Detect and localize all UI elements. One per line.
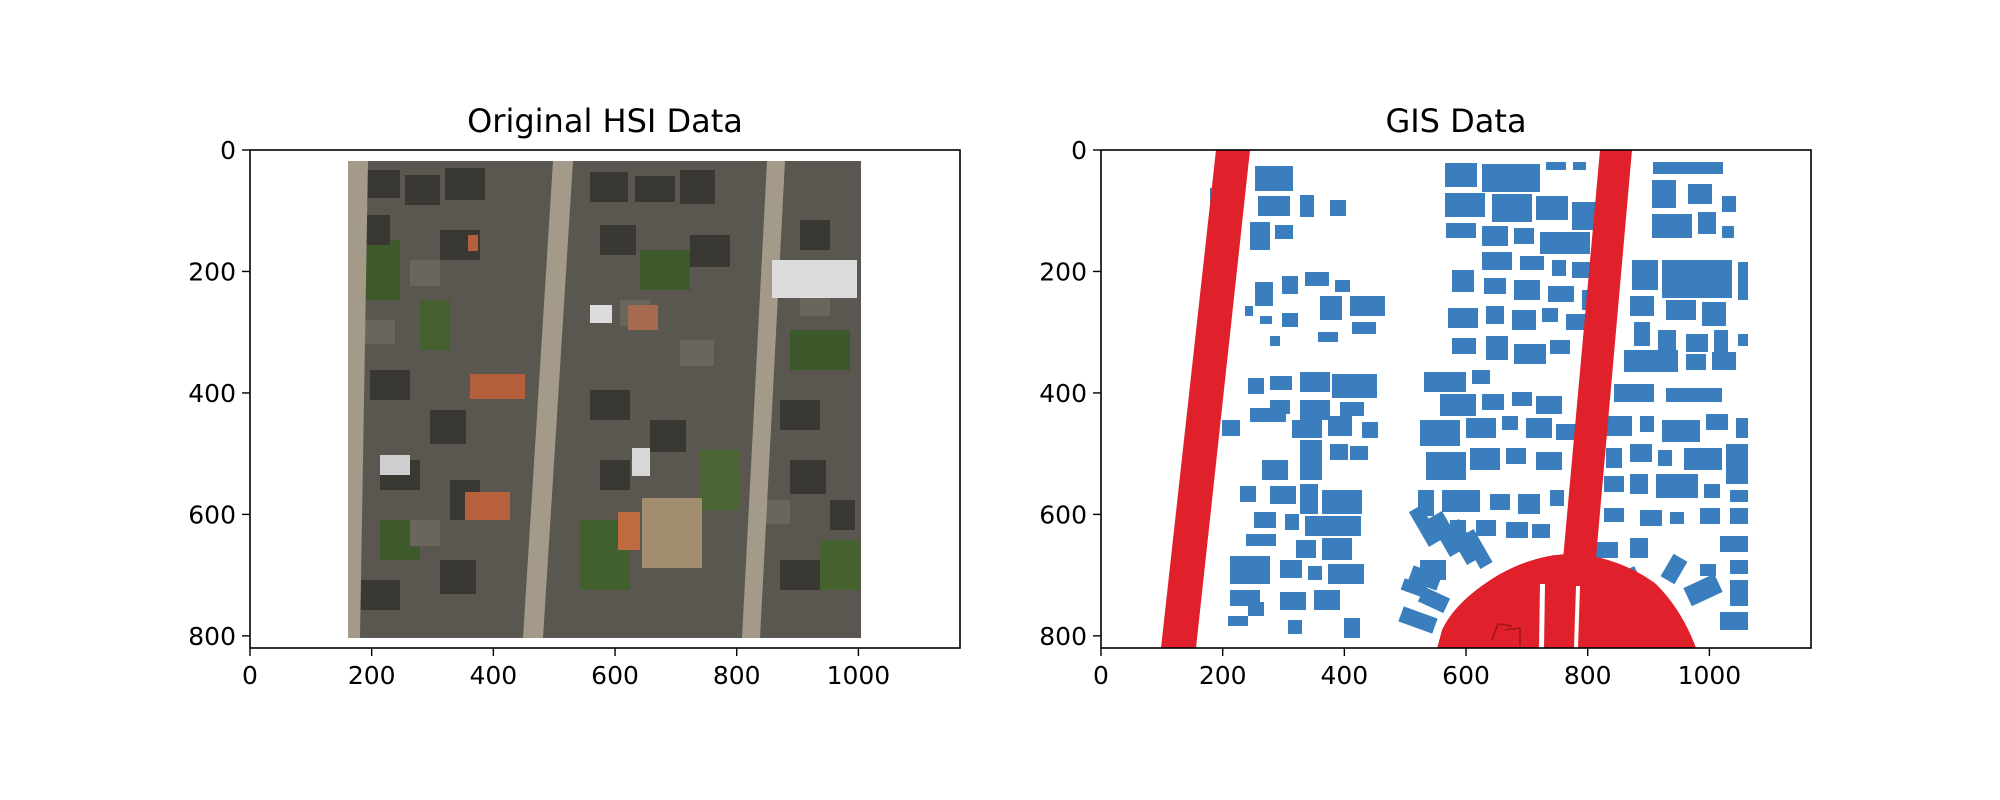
- gis-y-tick-label: 400: [1039, 379, 1087, 408]
- hsi-x-tick-label: 0: [242, 661, 258, 690]
- gis-map-layer: [1161, 150, 1748, 648]
- gis-x-tick-label: 600: [1442, 661, 1490, 690]
- gis-panel: GIS Data: [1039, 102, 1812, 690]
- hsi-x-tick-label: 1000: [827, 661, 891, 690]
- hsi-y-tick-label: 600: [188, 500, 236, 529]
- gis-x-tick-label: 200: [1199, 661, 1247, 690]
- hsi-x-tick-label: 800: [713, 661, 761, 690]
- gis-y-tick-label: 200: [1039, 257, 1087, 286]
- hsi-x-tick-label: 400: [469, 661, 517, 690]
- hsi-y-tick-label: 400: [188, 379, 236, 408]
- gis-y-tick-label: 800: [1039, 622, 1087, 651]
- gis-x-tick-label: 1000: [1678, 661, 1742, 690]
- hsi-y-tick-label: 0: [220, 136, 236, 165]
- hsi-panel-title: Original HSI Data: [467, 102, 743, 140]
- gis-panel-title: GIS Data: [1385, 102, 1526, 140]
- hsi-panel: Original HSI Data: [188, 102, 961, 690]
- gis-roundabout-detail: [1491, 584, 1580, 648]
- hsi-x-tick-label: 200: [348, 661, 396, 690]
- hsi-y-tick-label: 200: [188, 257, 236, 286]
- hsi-y-tick-label: 800: [188, 622, 236, 651]
- gis-y-tick-label: 0: [1071, 136, 1087, 165]
- gis-x-tick-label: 0: [1093, 661, 1109, 690]
- gis-x-tick-label: 800: [1564, 661, 1612, 690]
- gis-x-axis: 0 200 400 600 800 1000: [1093, 648, 1741, 690]
- hsi-x-axis: 0 200 400 600 800 1000: [242, 648, 890, 690]
- hsi-x-tick-label: 600: [591, 661, 639, 690]
- gis-plot-frame: [1100, 149, 1812, 649]
- gis-y-tick-label: 600: [1039, 500, 1087, 529]
- gis-road-network: [1161, 150, 1696, 648]
- hsi-aerial-image: [348, 161, 861, 638]
- gis-x-tick-label: 400: [1320, 661, 1368, 690]
- hsi-plot-frame: [249, 149, 961, 649]
- hsi-y-axis: 0 200 400 600 800: [188, 136, 250, 651]
- gis-y-axis: 0 200 400 600 800: [1039, 136, 1101, 651]
